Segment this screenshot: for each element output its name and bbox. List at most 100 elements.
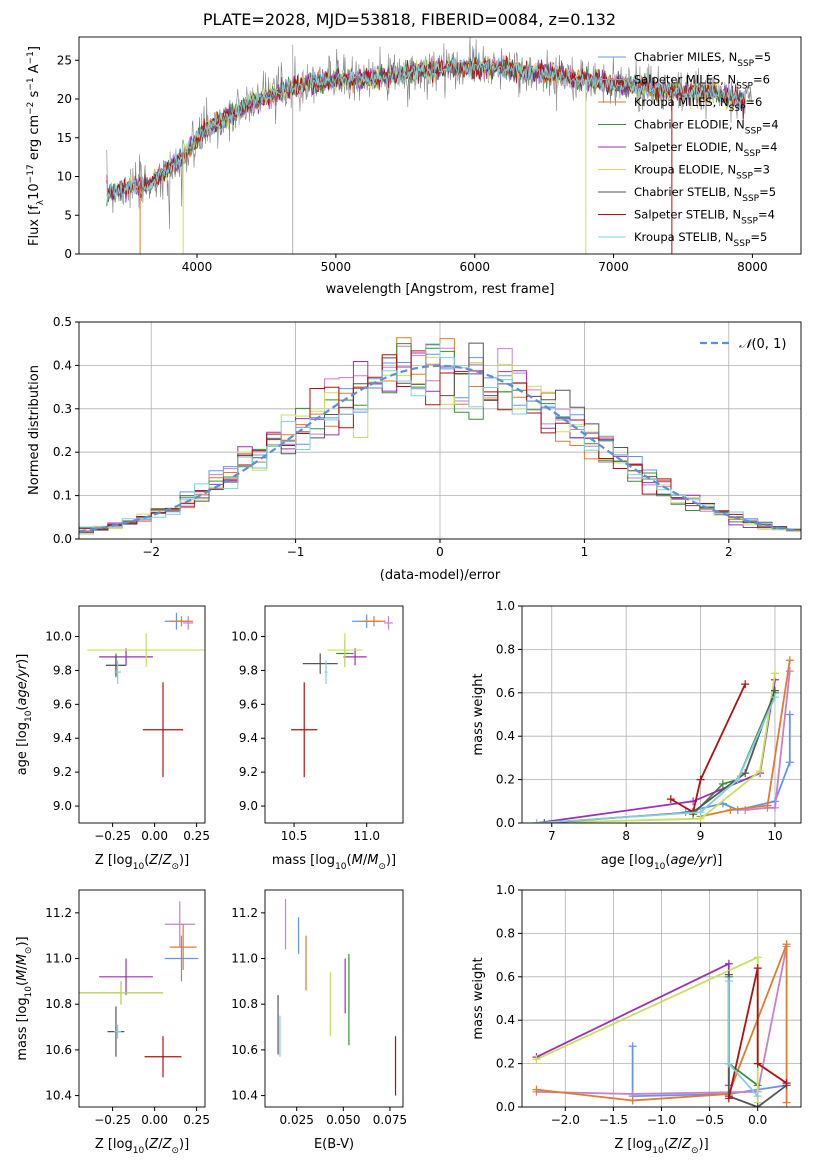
mass-weight-marker xyxy=(741,680,750,689)
y-tick-label: 0.0 xyxy=(496,1100,515,1114)
mass-weight-line xyxy=(544,690,776,823)
x-tick-label: 0.025 xyxy=(280,1113,314,1127)
y-tick-label: 10.4 xyxy=(45,1089,72,1103)
mass-weight-marker xyxy=(785,758,794,767)
y-axis-label: mass weight xyxy=(471,957,486,1039)
mass-weight-marker xyxy=(733,775,742,784)
legend-label: Kroupa MILES, NSSP=6 xyxy=(634,95,762,114)
ticks: −0.25 0.00 0.25 10.4 10.6 10.8 11.0 11.2 xyxy=(45,906,210,1127)
mass-weight-marker xyxy=(718,779,727,788)
y-axis-label: age [log10(age/yr)] xyxy=(15,654,34,776)
ticks: 0.025 0.050 0.075 10.4 10.6 10.8 11.0 11.2 xyxy=(231,906,407,1127)
age-vs-metallicity-axes: −0.25 0.00 0.25 9.0 9.2 9.4 9.6 9.8 10.0 Z [log10… xyxy=(15,605,210,872)
legend-label: Chabrier MILES, NSSP=5 xyxy=(634,50,771,69)
figure-title: PLATE=2028, MJD=53818, FIBERID=0084, z=0… xyxy=(202,10,617,29)
y-tick-label: 0.5 xyxy=(53,315,72,329)
plot-area xyxy=(106,37,753,254)
plot-area xyxy=(532,940,791,1107)
y-tick-label: 0.0 xyxy=(53,532,72,546)
mass-weight-marker xyxy=(532,1085,541,1094)
x-tick-label: 1 xyxy=(581,545,589,559)
y-tick-label: 0.3 xyxy=(53,402,72,416)
mass-weight-marker xyxy=(724,1059,733,1068)
mass-weight-marker xyxy=(753,1092,762,1101)
plot-area xyxy=(291,614,393,778)
plot-area xyxy=(79,901,199,1078)
mass-weight-marker xyxy=(726,805,735,814)
mass-weight-line xyxy=(536,679,776,823)
x-tick-label: 0.00 xyxy=(141,1113,168,1127)
x-tick-label: 11.0 xyxy=(353,829,380,843)
mass-weight-line xyxy=(670,683,747,814)
mass-weight-line xyxy=(536,955,759,1103)
plot-area xyxy=(277,899,397,1096)
legend-label: Chabrier STELIB, NSSP=5 xyxy=(634,185,776,204)
y-tick-label: 10.0 xyxy=(45,630,72,644)
x-axis-label: mass [log10(M/M⊙)] xyxy=(272,853,396,872)
y-tick-label: 0.4 xyxy=(53,358,72,372)
y-tick-label: 0.2 xyxy=(53,445,72,459)
mass-weight-marker xyxy=(770,803,779,812)
plot-area xyxy=(532,656,794,823)
y-tick-label: 10.6 xyxy=(45,1043,72,1057)
y-tick-label: 11.0 xyxy=(45,952,72,966)
x-tick-label: −1.5 xyxy=(599,1113,628,1127)
model-spectrum-line xyxy=(106,56,746,200)
y-tick-label: 0.6 xyxy=(496,970,515,984)
y-axis-label: mass weight xyxy=(471,673,486,755)
mass-vs-extinction-axes: 0.025 0.050 0.075 10.4 10.6 10.8 11.0 11.2 E(B-V… xyxy=(231,889,407,1152)
x-axis-label: wavelength [Angstrom, rest frame] xyxy=(326,282,555,297)
y-tick-label: 0.6 xyxy=(496,686,515,700)
model-spectrum-line xyxy=(106,57,746,201)
plot-area xyxy=(87,612,205,778)
mass-weight-vs-age-axes: 7 8 9 10 0.0 0.2 0.4 0.6 0.8 1.0 age [log10(age/yr… xyxy=(471,599,802,872)
y-axis-label: Flux [fλ10−17 erg cm−2 s−1 A−1] xyxy=(26,46,46,246)
legend-label: Chabrier ELODIE, NSSP=4 xyxy=(634,118,779,137)
histogram-step xyxy=(79,342,801,533)
x-tick-label: −0.25 xyxy=(94,829,131,843)
y-tick-label: 9.0 xyxy=(53,799,72,813)
y-tick-label: 0.8 xyxy=(496,926,515,940)
axes-frame xyxy=(78,889,206,1108)
y-tick-label: 10.0 xyxy=(231,630,258,644)
mass-weight-marker xyxy=(532,1055,541,1064)
mass-weight-marker xyxy=(540,819,549,823)
mass-weight-marker xyxy=(628,1042,637,1051)
mass-weight-line xyxy=(536,946,788,1095)
mass-weight-line xyxy=(727,967,788,1099)
x-tick-label: −1.0 xyxy=(647,1113,676,1127)
x-axis-label: E(B-V) xyxy=(314,1137,354,1152)
mass-weight-marker xyxy=(782,940,791,949)
mass-weight-line xyxy=(745,671,791,811)
legend-label: Salpeter MILES, NSSP=6 xyxy=(634,73,770,92)
y-tick-label: 1.0 xyxy=(496,599,515,613)
x-axis-label: Z [log10(Z/Z⊙)] xyxy=(95,1137,189,1156)
mass-weight-marker xyxy=(770,693,779,702)
mass-weight-marker xyxy=(724,977,733,986)
x-tick-label: 0.075 xyxy=(373,1113,407,1127)
axes-frame xyxy=(78,605,206,824)
y-tick-label: 9.6 xyxy=(239,697,258,711)
y-tick-label: 0.1 xyxy=(53,489,72,503)
x-tick-label: 7000 xyxy=(598,260,629,274)
y-tick-label: 9.6 xyxy=(53,697,72,711)
axes-frame xyxy=(264,605,404,824)
axes-frame xyxy=(264,889,404,1108)
x-axis-label: Z [log10(Z/Z⊙)] xyxy=(614,1137,708,1156)
mass-weight-marker xyxy=(628,1096,637,1105)
y-tick-label: 10.4 xyxy=(231,1089,258,1103)
legend-label: Kroupa ELODIE, NSSP=3 xyxy=(634,163,770,182)
x-tick-label: −2.0 xyxy=(551,1113,580,1127)
y-tick-label: 9.0 xyxy=(239,799,258,813)
mass-weight-marker xyxy=(785,667,794,676)
mass-weight-vs-metallicity-axes: −2.0 −1.5 −1.0 −0.5 0.0 0.0 0.2 0.4 0.6 0.8 1.0 Z [… xyxy=(471,883,802,1156)
mass-vs-metallicity-axes: −0.25 0.00 0.25 10.4 10.6 10.8 11.0 11.2 Z [log1… xyxy=(15,889,210,1156)
y-tick-label: 9.8 xyxy=(239,663,258,677)
mass-weight-marker xyxy=(770,669,779,678)
y-tick-label: 0 xyxy=(64,247,72,261)
y-tick-label: 10.8 xyxy=(45,997,72,1011)
y-tick-label: 9.4 xyxy=(239,731,258,745)
axes-frame xyxy=(521,889,802,1108)
y-tick-label: 0.8 xyxy=(496,642,515,656)
